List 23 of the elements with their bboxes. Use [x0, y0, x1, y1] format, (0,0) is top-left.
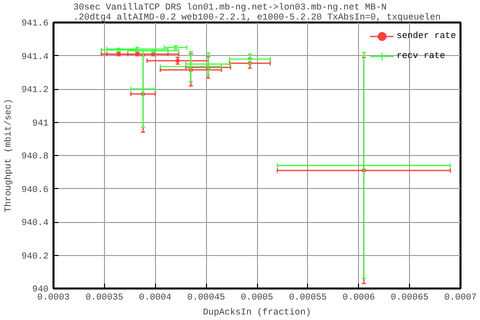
- y-tick-label: 941: [32, 118, 48, 128]
- y-tick-label: 941.6: [21, 18, 49, 28]
- y-tick-label: 941.2: [21, 85, 49, 95]
- x-tick-label: 0.00065: [390, 292, 429, 302]
- x-tick-label: 0.0007: [444, 292, 477, 302]
- chart-title: 30sec VanillaTCP DRS lon01.mb-ng.net->lon03.mb-ng.net MB-N .20dtg4 altAIMD-0.2 web100-2.2.1, e1000-5.2.20 TxAbsIn=0, txqueuelen: [73, 2, 441, 22]
- x-tick-label: 0.0005: [240, 292, 274, 302]
- x-tick-label: 0.00045: [187, 292, 226, 302]
- y-tick-label: 940.2: [21, 251, 49, 262]
- y-tick-label: 940.6: [21, 184, 49, 195]
- y-tick-label: 940.8: [21, 152, 49, 162]
- legend-label: sender rate: [396, 31, 456, 41]
- x-tick-label: 0.0006: [342, 292, 375, 302]
- x-tick-label: 0.00055: [288, 292, 327, 302]
- legend-label: recv rate: [396, 51, 446, 61]
- x-tick-label: 0.0004: [139, 292, 172, 302]
- y-tick-label: 940.4: [21, 218, 49, 228]
- y-axis-title: Throughput (mbit/sec): [3, 98, 14, 212]
- x-tick-label: 0.00035: [85, 292, 124, 302]
- x-tick-label: 0.0003: [37, 292, 70, 302]
- y-tick-label: 941.4: [21, 52, 49, 62]
- y-tick-label: 940: [32, 284, 48, 294]
- x-axis-title: DupAcksIn (fraction): [202, 308, 312, 318]
